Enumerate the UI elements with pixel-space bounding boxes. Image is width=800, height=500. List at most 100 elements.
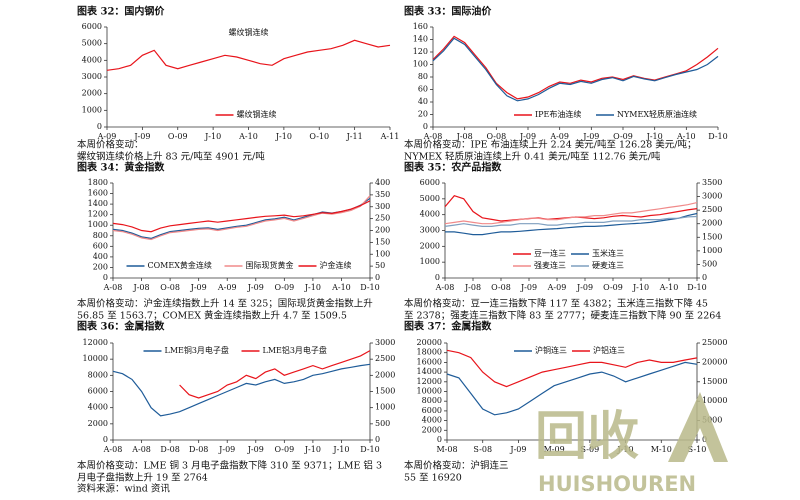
- x-tick-label: J-10: [646, 132, 663, 141]
- y-tick-label: 0: [103, 273, 108, 282]
- legend-label: 沪金连续: [320, 260, 352, 270]
- y-tick-label: 1000: [420, 257, 440, 266]
- x-tick-label: M-08: [436, 445, 457, 454]
- y-tick-label: 0: [103, 435, 108, 444]
- y-tick-label: 10000: [417, 387, 442, 396]
- y-tick-label: 6000: [88, 387, 108, 396]
- x-tick-label: D-10: [708, 132, 727, 141]
- y-tick-label: 1200: [88, 210, 108, 219]
- y-tick-label: 2000: [422, 425, 442, 434]
- x-tick-label: A-08: [103, 283, 123, 292]
- y-tick-label: 160: [413, 22, 428, 31]
- note: 本周价格变动：沪铜连三: [404, 460, 509, 472]
- y-tick-label: 8000: [88, 370, 108, 379]
- series-line: [444, 202, 698, 225]
- series-line: [112, 200, 371, 233]
- x-tick-label: J-09: [247, 283, 264, 292]
- y2-tick-label: 25000: [702, 338, 727, 347]
- y-tick-label: 1000: [82, 105, 102, 114]
- note: NYMEX 轻质原油连续上升 0.41 美元/吨至 112.76 美元/吨: [404, 151, 661, 163]
- x-tick-label: A-11: [380, 132, 400, 141]
- y-tick-label: 100: [413, 60, 428, 69]
- y-tick-label: 3000: [420, 226, 440, 235]
- y-tick-label: 200: [93, 262, 108, 271]
- y-tick-label: 6000: [82, 22, 102, 31]
- y2-tick-label: 0: [375, 273, 380, 282]
- y-tick-label: 600: [93, 241, 108, 250]
- y2-tick-label: 500: [702, 259, 717, 268]
- x-tick-label: A-09: [547, 283, 567, 292]
- y2-tick-label: 20000: [702, 357, 727, 366]
- x-tick-label: J-08: [133, 283, 150, 292]
- series-line: [432, 37, 719, 102]
- note: 月电子盘指数上升 19 至 2764: [77, 472, 208, 484]
- x-tick-label: M-09: [544, 445, 565, 454]
- y2-tick-label: 1500: [702, 232, 722, 241]
- x-tick-label: J-09: [133, 132, 150, 141]
- x-tick-label: A-10: [331, 283, 351, 292]
- x-tick-label: A-09: [217, 283, 237, 292]
- y2-tick-label: 2000: [375, 370, 395, 379]
- y-tick-label: 4000: [420, 210, 440, 219]
- y-tick-label: 4000: [82, 55, 102, 64]
- y-tick-label: 5000: [82, 39, 102, 48]
- y-tick-label: 40: [418, 97, 428, 106]
- x-tick-label: J-10: [304, 283, 321, 292]
- x-tick-label: A-08: [103, 445, 123, 454]
- x-tick-label: J-08: [464, 283, 481, 292]
- y2-tick-label: 300: [375, 202, 390, 211]
- y2-tick-label: 200: [375, 226, 390, 235]
- x-tick-label: O-08: [491, 283, 511, 292]
- y2-tick-label: 1000: [702, 246, 722, 255]
- x-tick-label: J-09: [218, 445, 235, 454]
- legend-label: 国际现货黄金: [246, 260, 294, 270]
- x-tick-label: O-10: [309, 132, 329, 141]
- y2-tick-label: 400: [375, 178, 390, 187]
- note: 55 至 16920: [404, 473, 462, 484]
- note: 本周价格变动：LME 铜 3 月电子盘指数下降 310 至 9371；LME 铝…: [77, 460, 382, 472]
- x-tick-label: M-10: [651, 445, 672, 454]
- note: 本周价格变动：IPE 布油连续上升 2.24 美元/吨至 126.28 美元/吨…: [404, 139, 696, 151]
- series-line: [112, 197, 371, 240]
- x-tick-label: A-08: [131, 445, 151, 454]
- y2-tick-label: 50: [375, 261, 385, 270]
- x-tick-label: J-10: [275, 132, 292, 141]
- note: 本周价格变动：: [77, 139, 144, 151]
- x-tick-label: S-10: [688, 445, 707, 454]
- chart-title: 图表 34：黄金指数: [77, 161, 165, 174]
- chart-title: 图表 36：金属指数: [77, 320, 165, 333]
- series-line: [112, 195, 371, 241]
- legend-label: LME铜3月电子盘: [165, 345, 229, 355]
- y-tick-label: 0: [437, 435, 442, 444]
- legend-label: NYMEX轻质原油连续: [617, 109, 697, 119]
- x-tick-label: J-09: [190, 283, 207, 292]
- x-tick-label: O-09: [274, 283, 294, 292]
- x-tick-label: A-10: [238, 132, 258, 141]
- x-tick-label: A-09: [549, 132, 569, 141]
- legend-label: 豆一连三: [534, 248, 566, 258]
- x-tick-label: A-08: [435, 283, 455, 292]
- y-tick-label: 1400: [88, 199, 108, 208]
- y-tick-label: 12000: [83, 338, 108, 347]
- y2-tick-label: 100: [375, 249, 390, 258]
- y-tick-label: 12000: [417, 377, 442, 386]
- y-tick-label: 5000: [420, 194, 440, 203]
- x-tick-label: A-10: [676, 132, 696, 141]
- y2-tick-label: 1000: [375, 403, 395, 412]
- y-tick-label: 800: [93, 231, 108, 240]
- source: 资料来源：wind 资讯: [77, 483, 170, 495]
- y2-tick-label: 3000: [702, 192, 722, 201]
- y-tick-label: 4000: [88, 403, 108, 412]
- y2-tick-label: 500: [375, 419, 390, 428]
- x-tick-label: A-09: [97, 132, 117, 141]
- x-tick-label: J-10: [632, 283, 649, 292]
- y2-tick-label: 2000: [702, 219, 722, 228]
- x-tick-label: J-09: [509, 445, 526, 454]
- y-tick-label: 2000: [88, 419, 108, 428]
- y-tick-label: 14000: [417, 367, 442, 376]
- series-line: [106, 39, 391, 71]
- x-tick-label: J-09: [582, 132, 599, 141]
